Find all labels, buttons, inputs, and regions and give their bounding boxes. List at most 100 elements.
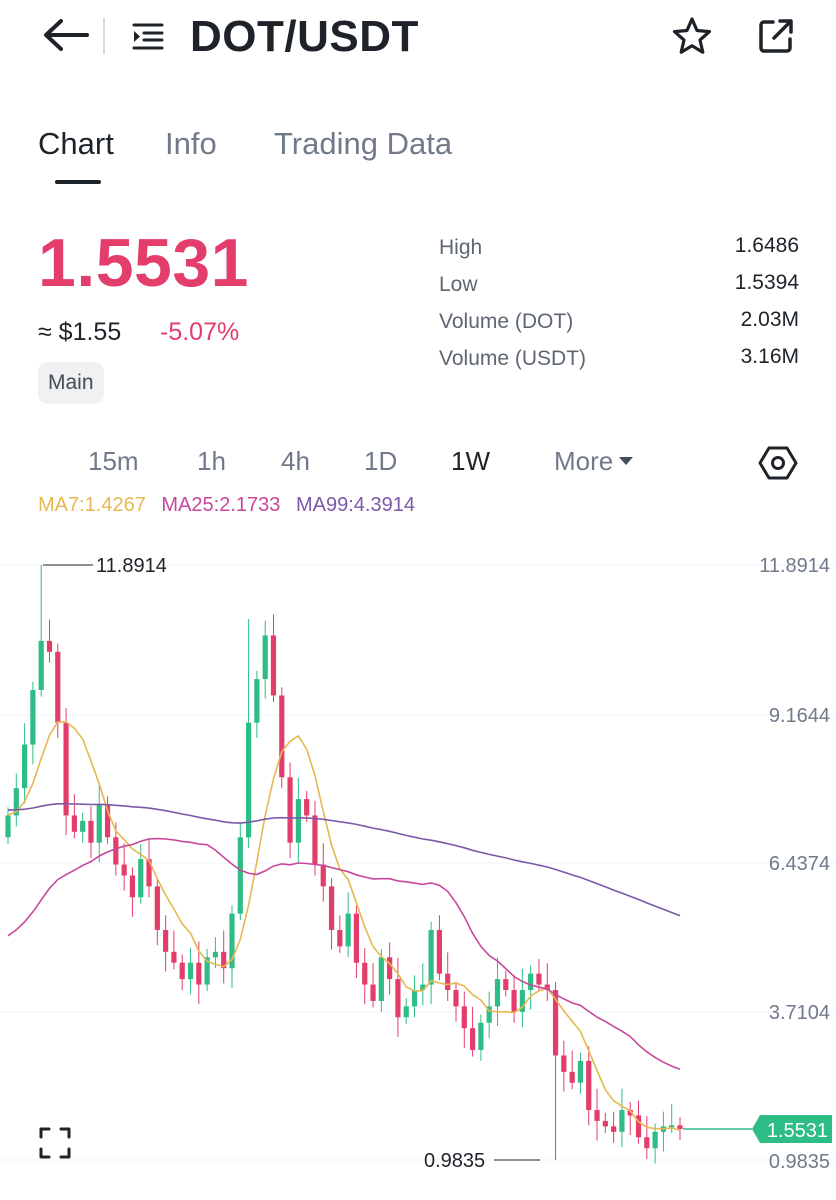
price-change-percent: -5.07%	[160, 318, 240, 346]
candle-body	[129, 875, 136, 898]
candle-body	[370, 984, 376, 1001]
interval-4h[interactable]: 4h	[281, 446, 310, 476]
candle-body	[13, 788, 19, 816]
favorite-button[interactable]	[666, 10, 718, 62]
fullscreen-button[interactable]	[36, 1124, 74, 1162]
candle-body	[270, 635, 277, 696]
candle-body	[528, 973, 534, 991]
interval-1w[interactable]: 1W	[451, 446, 490, 476]
candle-body	[30, 689, 36, 745]
candle-body	[461, 1006, 467, 1029]
candle-body	[337, 929, 343, 947]
share-button[interactable]	[750, 10, 802, 62]
candle-body	[328, 886, 335, 930]
stat-label: High	[439, 236, 483, 259]
current-price-tag[interactable]	[752, 1115, 832, 1143]
candle-body	[503, 979, 509, 991]
candle-body	[378, 957, 384, 1001]
candle-body	[138, 859, 144, 898]
candle-body	[345, 913, 351, 947]
candle-body	[536, 973, 542, 985]
low-marker-label: 0.9835	[424, 1150, 485, 1172]
candle-body	[229, 913, 235, 969]
candle-body	[577, 1060, 584, 1083]
candle-body	[411, 990, 418, 1007]
candle-body	[320, 864, 326, 887]
candle-body	[88, 820, 94, 843]
interval-15m[interactable]: 15m	[88, 446, 139, 476]
stats-panel: High 1.6486 Low 1.5394 Volume (DOT) 2.03…	[439, 232, 799, 380]
candle-body	[96, 804, 102, 843]
candle-body	[436, 929, 443, 974]
y-tick-label: 0.9835	[769, 1151, 830, 1173]
y-tick-label: 6.4374	[769, 853, 830, 875]
y-tick-label: 3.7104	[769, 1002, 830, 1024]
candle-body	[395, 979, 401, 1018]
candle-body	[561, 1055, 567, 1072]
candle-body	[387, 957, 393, 980]
candle-body	[146, 859, 152, 887]
candle-body	[403, 1006, 409, 1018]
ma25-value: MA25:2.1733	[161, 494, 281, 516]
candle-body	[602, 1120, 608, 1127]
candle-body	[121, 864, 127, 876]
external-link-icon	[759, 19, 793, 53]
tab-info[interactable]: Info	[165, 126, 217, 161]
interval-more-dropdown[interactable]: More	[554, 446, 634, 477]
candle-body	[494, 979, 501, 1007]
candle-body	[21, 744, 28, 789]
interval-1h[interactable]: 1h	[197, 446, 226, 476]
pair-list-button[interactable]	[124, 14, 172, 58]
stat-volume-quote: Volume (USDT) 3.16M	[439, 343, 799, 380]
candle-body	[295, 799, 301, 843]
candle-body	[80, 820, 86, 832]
candle-body	[38, 640, 44, 690]
active-tab-indicator	[55, 180, 101, 184]
arrow-left-icon	[44, 19, 89, 51]
candle-body	[55, 651, 61, 723]
candle-body	[478, 1022, 484, 1051]
star-icon	[672, 17, 712, 54]
tab-bar: Chart Info Trading Data	[38, 126, 798, 186]
candle-body	[619, 1110, 625, 1132]
candle-body	[552, 990, 559, 1056]
candle-body	[362, 962, 368, 985]
candle-body	[453, 990, 459, 1007]
candle-body	[669, 1125, 675, 1128]
candle-body	[627, 1110, 633, 1116]
candle-body	[245, 722, 252, 838]
page-title[interactable]: DOT/USDT	[190, 12, 419, 61]
candles-group	[5, 565, 683, 1164]
candle-body	[237, 837, 243, 914]
candle-body	[420, 984, 426, 991]
top-bar: DOT/USDT	[0, 0, 836, 80]
candle-body	[586, 1060, 592, 1111]
candle-body	[279, 695, 285, 778]
market-tag-badge[interactable]: Main	[38, 362, 104, 404]
tab-trading-data[interactable]: Trading Data	[274, 126, 453, 161]
stat-label: Volume (DOT)	[439, 310, 574, 333]
candle-body	[113, 837, 119, 865]
caret-down-icon	[619, 457, 634, 466]
top-bar-divider	[103, 18, 105, 54]
candle-body	[5, 815, 11, 838]
ma7-line	[7, 721, 681, 1132]
stat-low: Low 1.5394	[439, 269, 799, 306]
expand-icon	[39, 1127, 71, 1159]
candle-body	[486, 1006, 492, 1023]
candle-body	[428, 929, 434, 985]
stat-value: 1.5394	[734, 271, 799, 294]
tab-chart[interactable]: Chart	[38, 126, 114, 161]
candle-body	[469, 1028, 476, 1051]
candle-body	[187, 962, 194, 980]
chart-settings-button[interactable]	[755, 442, 801, 484]
candle-body	[511, 990, 517, 1012]
candle-body	[154, 886, 160, 930]
ma-lines-group	[7, 721, 681, 1132]
ma99-line	[7, 803, 681, 917]
interval-1d[interactable]: 1D	[364, 446, 398, 476]
candlestick-chart[interactable]: 11.8914 9.1644 6.4374 3.7104 0.9835 11.8…	[0, 520, 836, 1200]
candle-body	[171, 951, 177, 963]
back-button[interactable]	[36, 10, 96, 60]
candle-body	[262, 635, 268, 680]
